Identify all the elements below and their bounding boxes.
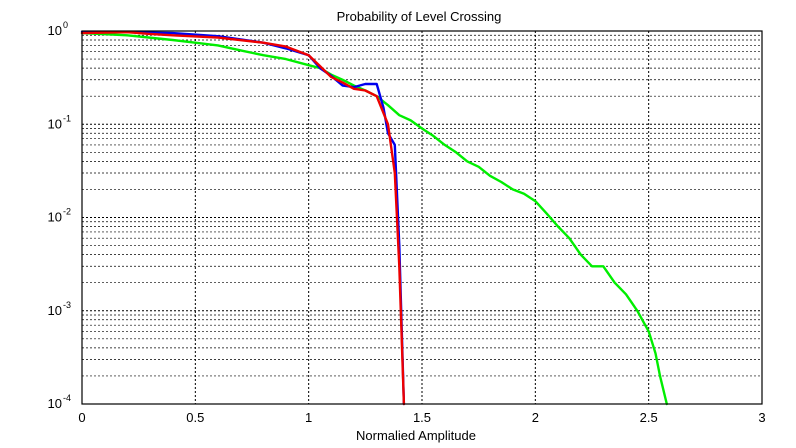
grid: [82, 31, 762, 404]
x-tick-labels: 0 0.5 1 1.5 2 2.5 3: [78, 410, 765, 425]
x-tick-label-6: 3: [758, 410, 765, 425]
chart-title: Probability of Level Crossing: [337, 9, 502, 24]
y-tick-exponent-4: -4: [63, 393, 71, 403]
series-layer: [80, 30, 668, 406]
y-tick-exponent-2: -2: [63, 207, 71, 217]
y-tick-exponent-1: -1: [63, 113, 71, 123]
x-tick-label-3: 1.5: [413, 410, 431, 425]
x-tick-label-5: 2.5: [640, 410, 658, 425]
series-red-line: [80, 31, 406, 406]
y-tick-label-1: 10: [48, 116, 62, 131]
x-tick-label-2: 1: [305, 410, 312, 425]
y-tick-label-3: 10: [48, 303, 62, 318]
y-tick-label-2: 10: [48, 210, 62, 225]
series-green-line: [80, 31, 668, 406]
x-tick-label-1: 0.5: [186, 410, 204, 425]
x-tick-label-0: 0: [78, 410, 85, 425]
y-tick-exponent-0: 0: [63, 20, 68, 30]
plot-frame: [81, 30, 763, 405]
y-tick-exponent-3: -3: [63, 300, 71, 310]
y-tick-label-0: 10: [48, 23, 62, 38]
x-axis-label: Normalied Amplitude: [356, 428, 476, 443]
y-tick-label-4: 10: [48, 396, 62, 411]
x-tick-label-4: 2: [532, 410, 539, 425]
